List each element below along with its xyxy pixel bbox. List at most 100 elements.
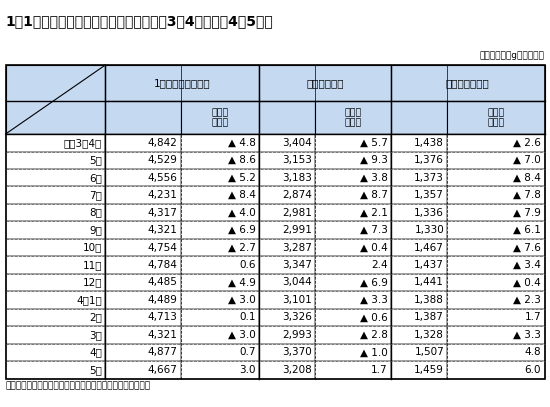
Text: ▲ 3.3: ▲ 3.3 [360,295,388,305]
Text: 3,044: 3,044 [282,278,312,287]
Text: 4,489: 4,489 [147,295,177,305]
Text: ▲ 5.7: ▲ 5.7 [360,138,388,148]
Text: 6月: 6月 [89,173,102,183]
Text: ▲ 3.0: ▲ 3.0 [228,295,256,305]
Text: 対前年
同月比: 対前年 同月比 [344,108,362,127]
Text: 1,328: 1,328 [414,330,444,340]
Text: 1,330: 1,330 [415,225,444,235]
Text: 4,754: 4,754 [147,243,177,253]
Text: ▲ 5.2: ▲ 5.2 [228,173,256,183]
Text: ▲ 8.4: ▲ 8.4 [513,173,541,183]
Text: 4月: 4月 [89,347,102,357]
Text: 4,317: 4,317 [147,208,177,218]
Text: 4,231: 4,231 [147,190,177,200]
Text: 1人1か月当たり精米消費量の推移（令和3年4月〜令和4年5月）: 1人1か月当たり精米消費量の推移（令和3年4月〜令和4年5月） [6,14,273,28]
Text: 4,485: 4,485 [147,278,177,287]
Text: 10月: 10月 [82,243,102,253]
Text: 2,993: 2,993 [282,330,312,340]
Text: 4,529: 4,529 [147,155,177,165]
Text: 3,404: 3,404 [282,138,312,148]
Text: （注）四捨五入の関係で合計と内訳が合わない場合がある。: （注）四捨五入の関係で合計と内訳が合わない場合がある。 [6,382,151,391]
Text: ▲ 8.7: ▲ 8.7 [360,190,388,200]
Text: ▲ 2.7: ▲ 2.7 [228,243,256,253]
Text: 4.8: 4.8 [525,347,541,357]
Text: 0.7: 0.7 [239,347,256,357]
Text: 2月: 2月 [89,313,102,322]
Text: 0.1: 0.1 [239,313,256,322]
Text: ▲ 4.0: ▲ 4.0 [228,208,256,218]
Text: 1,467: 1,467 [414,243,444,253]
Text: 1,388: 1,388 [414,295,444,305]
Text: 3,370: 3,370 [282,347,312,357]
Text: 0.6: 0.6 [239,260,256,270]
Text: 9月: 9月 [89,225,102,235]
Text: ▲ 8.6: ▲ 8.6 [228,155,256,165]
Text: 3,208: 3,208 [282,365,312,375]
Text: ▲ 2.1: ▲ 2.1 [360,208,388,218]
Text: 1,441: 1,441 [414,278,444,287]
Text: 3,153: 3,153 [282,155,312,165]
Text: 1,437: 1,437 [414,260,444,270]
Text: 4,877: 4,877 [147,347,177,357]
Text: ▲ 4.9: ▲ 4.9 [228,278,256,287]
Text: ▲ 8.4: ▲ 8.4 [228,190,256,200]
Text: 1,373: 1,373 [414,173,444,183]
Text: ▲ 3.0: ▲ 3.0 [228,330,256,340]
Text: 4,667: 4,667 [147,365,177,375]
Text: 3.0: 3.0 [239,365,256,375]
Text: 1,459: 1,459 [414,365,444,375]
Text: ▲ 7.8: ▲ 7.8 [513,190,541,200]
Text: 3,183: 3,183 [282,173,312,183]
Text: ▲ 6.9: ▲ 6.9 [228,225,256,235]
Text: ▲ 7.6: ▲ 7.6 [513,243,541,253]
Text: ▲ 1.0: ▲ 1.0 [360,347,388,357]
Text: ▲ 0.4: ▲ 0.4 [360,243,388,253]
Text: 5月: 5月 [89,155,102,165]
Text: 8月: 8月 [89,208,102,218]
Text: 4,713: 4,713 [147,313,177,322]
Text: 4,556: 4,556 [147,173,177,183]
Text: 4,842: 4,842 [147,138,177,148]
Text: 1か月当たり消費量: 1か月当たり消費量 [153,78,210,88]
Text: 12月: 12月 [82,278,102,287]
Text: 2,991: 2,991 [282,225,312,235]
Text: ▲ 6.9: ▲ 6.9 [360,278,388,287]
Text: 令和3年4月: 令和3年4月 [64,138,102,148]
Text: 2,981: 2,981 [282,208,312,218]
Text: 3,347: 3,347 [282,260,312,270]
Text: 1,507: 1,507 [415,347,444,357]
Text: 1,376: 1,376 [414,155,444,165]
Text: 2,874: 2,874 [282,190,312,200]
Text: 家庭内消費量: 家庭内消費量 [306,78,344,88]
Text: ▲ 0.6: ▲ 0.6 [360,313,388,322]
Text: 7月: 7月 [89,190,102,200]
Text: 3月: 3月 [89,330,102,340]
Text: 11月: 11月 [82,260,102,270]
Text: 対前年
同月比: 対前年 同月比 [487,108,504,127]
Text: 1.7: 1.7 [525,313,541,322]
Text: 1,387: 1,387 [414,313,444,322]
Text: ▲ 7.3: ▲ 7.3 [360,225,388,235]
Text: 5月: 5月 [89,365,102,375]
Text: ▲ 3.3: ▲ 3.3 [513,330,541,340]
Text: 4,784: 4,784 [147,260,177,270]
Text: ▲ 2.6: ▲ 2.6 [513,138,541,148]
Text: ▲ 3.4: ▲ 3.4 [513,260,541,270]
Text: ▲ 9.3: ▲ 9.3 [360,155,388,165]
Text: 4年1月: 4年1月 [76,295,102,305]
Text: 6.0: 6.0 [525,365,541,375]
Text: ▲ 6.1: ▲ 6.1 [513,225,541,235]
Text: 2.4: 2.4 [371,260,388,270]
Text: （単位：精米g／人、％）: （単位：精米g／人、％） [480,51,544,60]
Text: 3,287: 3,287 [282,243,312,253]
Text: ▲ 7.0: ▲ 7.0 [514,155,541,165]
Text: 対前年
同月比: 対前年 同月比 [211,108,228,127]
Text: 4,321: 4,321 [147,225,177,235]
Text: 中・外食消費量: 中・外食消費量 [446,78,490,88]
Text: 1.7: 1.7 [371,365,388,375]
Text: 3,101: 3,101 [282,295,312,305]
Text: ▲ 3.8: ▲ 3.8 [360,173,388,183]
Text: 3,326: 3,326 [282,313,312,322]
Text: ▲ 7.9: ▲ 7.9 [513,208,541,218]
Text: 1,336: 1,336 [414,208,444,218]
